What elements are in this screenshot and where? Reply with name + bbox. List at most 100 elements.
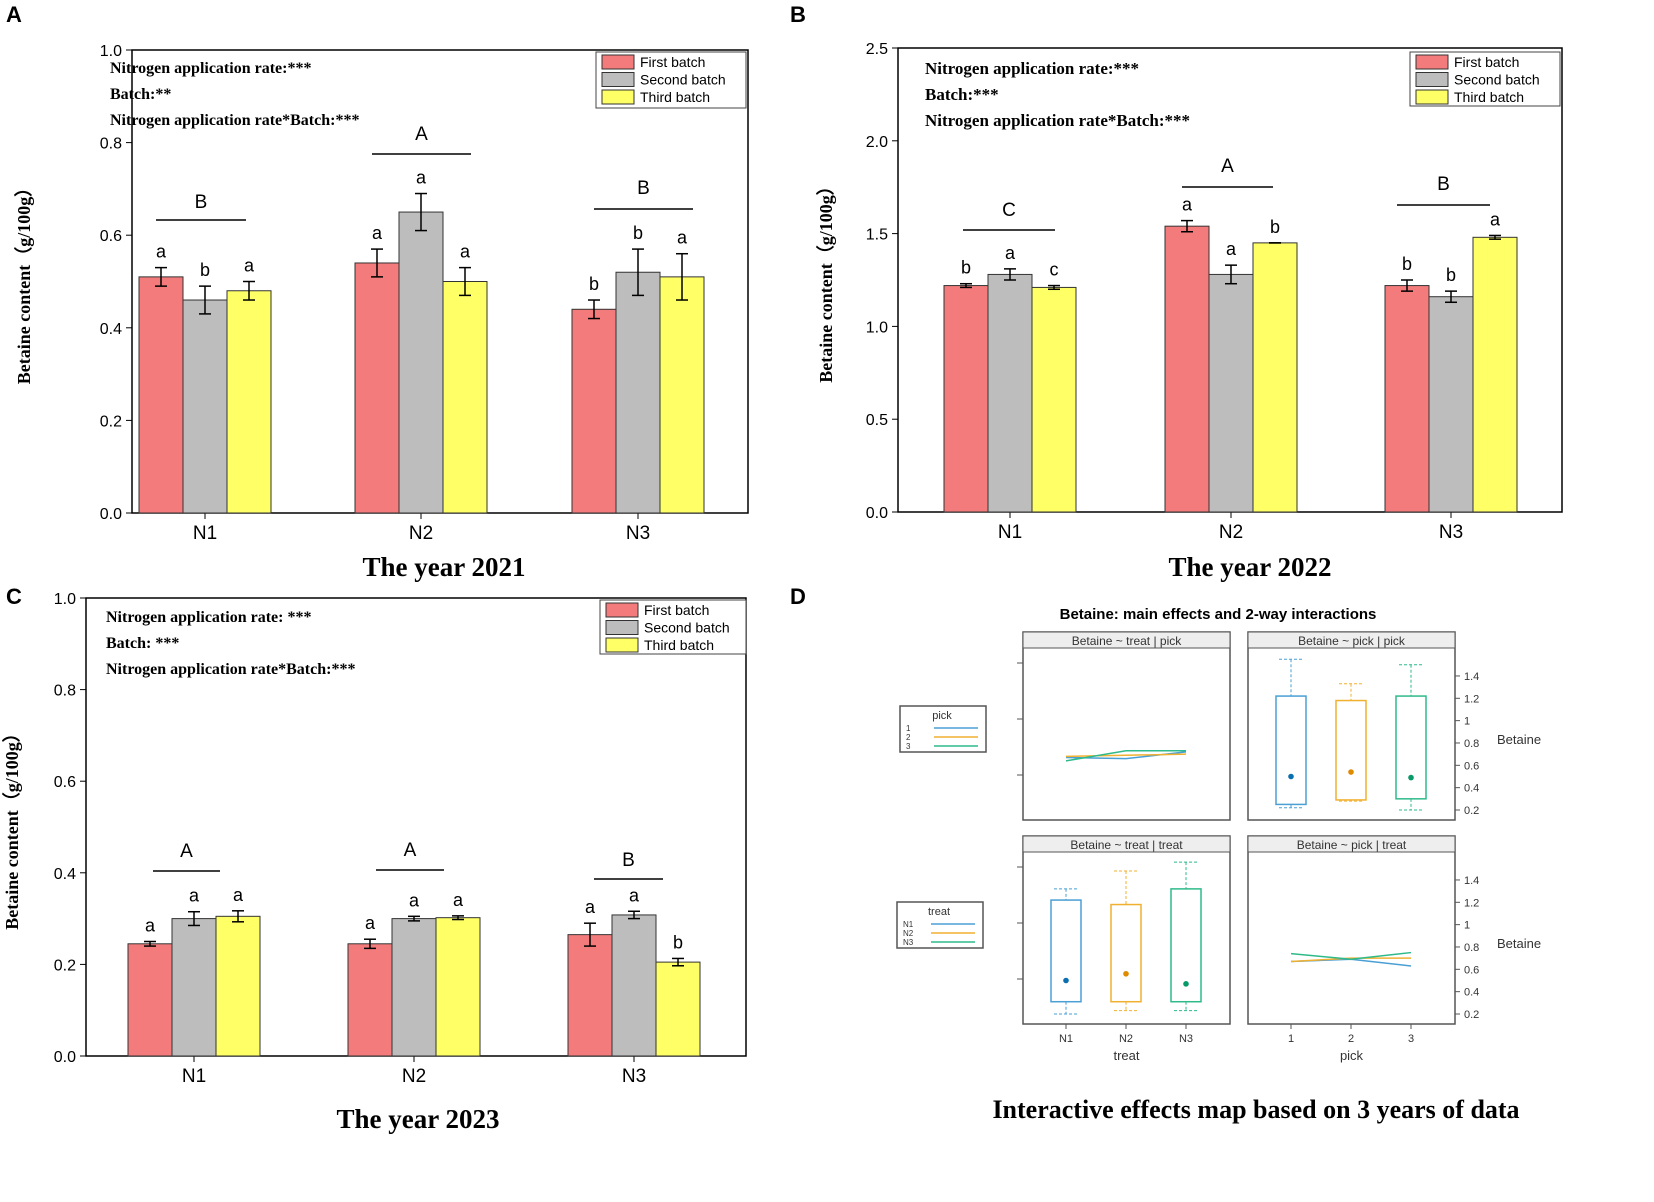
bar bbox=[1472, 236, 1518, 513]
significance-letter: b bbox=[200, 260, 210, 280]
y-tick-label: 1 bbox=[1464, 920, 1470, 932]
stat-annotation: Batch:*** bbox=[925, 85, 999, 104]
significance-letter: a bbox=[585, 897, 596, 917]
x-tick-label: N3 bbox=[1179, 1033, 1193, 1045]
legend-title: pick bbox=[932, 710, 952, 722]
y-tick-label: 0.4 bbox=[54, 866, 76, 883]
x-tick-label: N1 bbox=[1059, 1033, 1073, 1045]
significance-letter: b bbox=[673, 932, 683, 952]
strip-label: Betaine ~ pick | treat bbox=[1297, 838, 1407, 852]
legend-label: Second batch bbox=[644, 620, 730, 636]
y-tick-label: 2.0 bbox=[866, 134, 888, 151]
y-tick-label: 0.2 bbox=[1464, 805, 1479, 817]
significance-letter: a bbox=[1226, 239, 1237, 259]
x-tick-label: N1 bbox=[998, 522, 1022, 543]
y-tick-label: 0.0 bbox=[866, 505, 888, 522]
y-tick-label: 0.2 bbox=[54, 957, 76, 974]
strip bbox=[1247, 835, 1456, 853]
y-tick-label: 0.6 bbox=[1464, 964, 1479, 976]
bar bbox=[659, 276, 705, 514]
legend-label: First batch bbox=[640, 54, 705, 70]
y-tick-label: 1.4 bbox=[1464, 875, 1479, 887]
y-tick-label: 0.4 bbox=[100, 321, 122, 338]
panel-a: A 0.0 0.2 0.4 0.6 0.8 1.0 Betaine content（g/100… bbox=[6, 2, 749, 582]
subplot-frame bbox=[1247, 631, 1456, 821]
legend-title: treat bbox=[928, 906, 950, 918]
bar bbox=[354, 262, 400, 514]
strip bbox=[1022, 631, 1231, 649]
legend-label: N2 bbox=[903, 929, 914, 938]
y-tick-label: 0.8 bbox=[100, 136, 122, 153]
panel-c: C 0.0 0.2 0.4 0.6 0.8 1.0 Betaine content（g/100… bbox=[2, 584, 747, 1134]
legend-swatch bbox=[601, 54, 635, 70]
chart-title: Betaine: main effects and 2-way interact… bbox=[1060, 606, 1377, 623]
subplot: Betaine ~ treat | pick bbox=[1017, 631, 1231, 821]
legend-label: Third batch bbox=[1454, 89, 1524, 105]
group-letter: C bbox=[1002, 200, 1016, 221]
x-tick-label: N2 bbox=[1219, 522, 1243, 543]
significance-letter: a bbox=[156, 242, 167, 262]
y-tick-label: 2.5 bbox=[866, 41, 888, 58]
y-tick-label: 0.5 bbox=[866, 412, 888, 429]
bar bbox=[1428, 296, 1474, 513]
bar bbox=[442, 281, 488, 514]
y-axis-label: Betaine content（g/100g） bbox=[2, 724, 22, 929]
x-axis-label: treat bbox=[1113, 1048, 1139, 1063]
significance-letter: a bbox=[1005, 243, 1016, 263]
bar bbox=[611, 914, 657, 1057]
bar bbox=[435, 917, 481, 1057]
stat-annotation: Nitrogen application rate:*** bbox=[925, 59, 1139, 78]
strip-label: Betaine ~ treat | pick bbox=[1072, 634, 1183, 648]
chart-title: The year 2022 bbox=[1169, 552, 1332, 582]
significance-letter: a bbox=[677, 228, 688, 248]
subplot: Betaine ~ treat | treat N1 N2 N3 treat bbox=[1017, 835, 1231, 1063]
stat-annotation: Nitrogen application rate:*** bbox=[110, 60, 311, 77]
panel-label: B bbox=[790, 2, 806, 27]
stat-annotation: Batch:** bbox=[110, 86, 171, 103]
significance-letter: a bbox=[189, 886, 200, 906]
panel-label: C bbox=[6, 584, 22, 609]
group-letter: B bbox=[1437, 174, 1450, 195]
bar bbox=[987, 273, 1033, 513]
strip bbox=[1022, 835, 1231, 853]
y-axis-label: Betaine bbox=[1497, 936, 1541, 951]
bar bbox=[1031, 286, 1077, 513]
y-tick-label: 0.0 bbox=[54, 1049, 76, 1066]
legend-swatch bbox=[605, 620, 639, 635]
stat-annotation: Nitrogen application rate*Batch:*** bbox=[110, 112, 359, 129]
y-tick-label: 0.2 bbox=[100, 413, 122, 430]
legend-label: First batch bbox=[644, 602, 709, 618]
legend-label: Third batch bbox=[640, 89, 710, 105]
significance-letter: a bbox=[629, 885, 640, 905]
legend-label: N3 bbox=[903, 938, 914, 947]
subplot-frame bbox=[1022, 631, 1231, 821]
y-tick-label: 0.2 bbox=[1464, 1009, 1479, 1021]
bar bbox=[138, 276, 184, 514]
chart-title: The year 2021 bbox=[363, 552, 526, 582]
strip-label: Betaine ~ treat | treat bbox=[1070, 838, 1183, 852]
group-letter: B bbox=[195, 192, 208, 213]
legend-swatch bbox=[1415, 89, 1449, 105]
subplot-frame bbox=[1022, 835, 1231, 1025]
group-letter: A bbox=[415, 124, 428, 145]
legend-swatch bbox=[601, 89, 635, 105]
y-tick-label: 0.6 bbox=[1464, 760, 1479, 772]
legend-label: 3 bbox=[906, 742, 911, 751]
x-tick-label: N1 bbox=[193, 523, 217, 544]
significance-letter: a bbox=[1182, 195, 1193, 215]
significance-letter: c bbox=[1050, 260, 1059, 280]
bar bbox=[1252, 242, 1298, 513]
legend-label: First batch bbox=[1454, 54, 1519, 70]
y-tick-label: 1.0 bbox=[866, 319, 888, 336]
y-tick-label: 0.8 bbox=[1464, 738, 1479, 750]
bar bbox=[1384, 285, 1430, 513]
bar bbox=[571, 308, 617, 514]
interaction-line bbox=[1065, 750, 1186, 762]
x-tick-label: N1 bbox=[182, 1066, 206, 1087]
significance-letter: a bbox=[244, 256, 255, 276]
group-letter: B bbox=[637, 178, 650, 199]
legend-label: Third batch bbox=[644, 637, 714, 653]
bar bbox=[943, 285, 989, 513]
